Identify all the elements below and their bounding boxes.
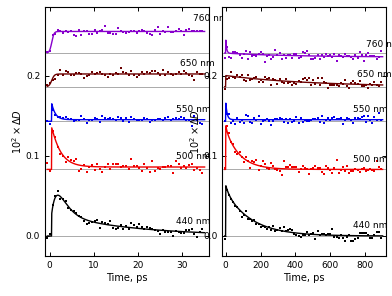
X-axis label: Time, ps: Time, ps (106, 273, 148, 283)
Text: 550 nm: 550 nm (353, 105, 388, 114)
Text: 650 nm: 650 nm (357, 70, 391, 79)
Text: 440 nm: 440 nm (176, 217, 211, 226)
Text: 650 nm: 650 nm (180, 59, 214, 68)
Text: 440 nm: 440 nm (353, 221, 388, 230)
Text: 760 nm: 760 nm (367, 40, 392, 49)
Text: 500 nm: 500 nm (353, 155, 388, 164)
Text: 500 nm: 500 nm (176, 152, 211, 161)
Y-axis label: $10^2 \times \Delta D$: $10^2 \times \Delta D$ (188, 109, 201, 154)
Y-axis label: $10^2 \times \Delta D$: $10^2 \times \Delta D$ (11, 109, 24, 154)
Text: 550 nm: 550 nm (176, 105, 211, 114)
X-axis label: Time, ps: Time, ps (283, 273, 325, 283)
Text: 760 nm: 760 nm (192, 15, 227, 23)
